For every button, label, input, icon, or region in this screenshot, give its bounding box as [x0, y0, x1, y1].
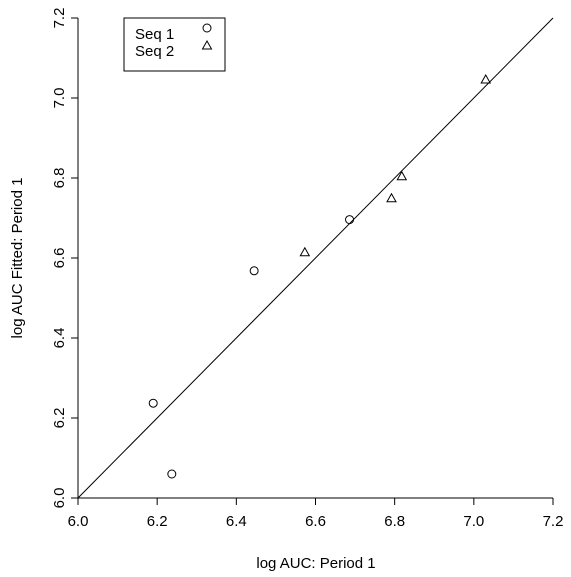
y-tick-label: 7.0	[51, 88, 68, 109]
y-axis-ticks: 6.0 6.2 6.4 6.6 6.8 7.0 7.2	[51, 8, 78, 509]
identity-reference-line	[77, 17, 554, 499]
data-points	[148, 73, 492, 479]
x-tick-label: 6.2	[147, 513, 168, 530]
y-tick-label: 6.2	[51, 408, 68, 429]
x-tick-label: 6.4	[226, 513, 247, 530]
seq1-point	[249, 266, 259, 276]
y-tick-label: 6.6	[51, 248, 68, 269]
x-tick-label: 6.0	[68, 513, 89, 530]
legend: Seq 1 Seq 2	[123, 17, 226, 72]
x-axis-ticks: 6.0 6.2 6.4 6.6 6.8 7.0 7.2	[68, 498, 564, 530]
y-tick-label: 6.8	[51, 168, 68, 189]
x-axis-title: log AUC: Period 1	[256, 555, 375, 572]
x-tick-label: 6.8	[384, 513, 405, 530]
seq1-point	[167, 469, 177, 479]
y-tick-label: 6.4	[51, 328, 68, 349]
seq1-point	[345, 215, 355, 225]
x-tick-label: 6.6	[305, 513, 326, 530]
y-tick-label: 7.2	[51, 8, 68, 29]
seq2-point	[386, 192, 397, 203]
legend-label-seq2: Seq 2	[135, 43, 174, 60]
seq1-point	[148, 398, 158, 408]
y-tick-label: 6.0	[51, 488, 68, 509]
y-axis-title: log AUC Fitted: Period 1	[9, 178, 26, 339]
seq2-point	[480, 73, 492, 84]
x-tick-label: 7.2	[543, 513, 564, 530]
legend-box	[123, 17, 226, 72]
legend-triangle-marker	[201, 39, 213, 50]
seq2-point	[396, 170, 408, 181]
legend-label-seq1: Seq 1	[135, 26, 174, 43]
legend-circle-marker	[202, 23, 212, 33]
seq2-point	[299, 246, 311, 257]
x-tick-label: 7.0	[463, 513, 484, 530]
